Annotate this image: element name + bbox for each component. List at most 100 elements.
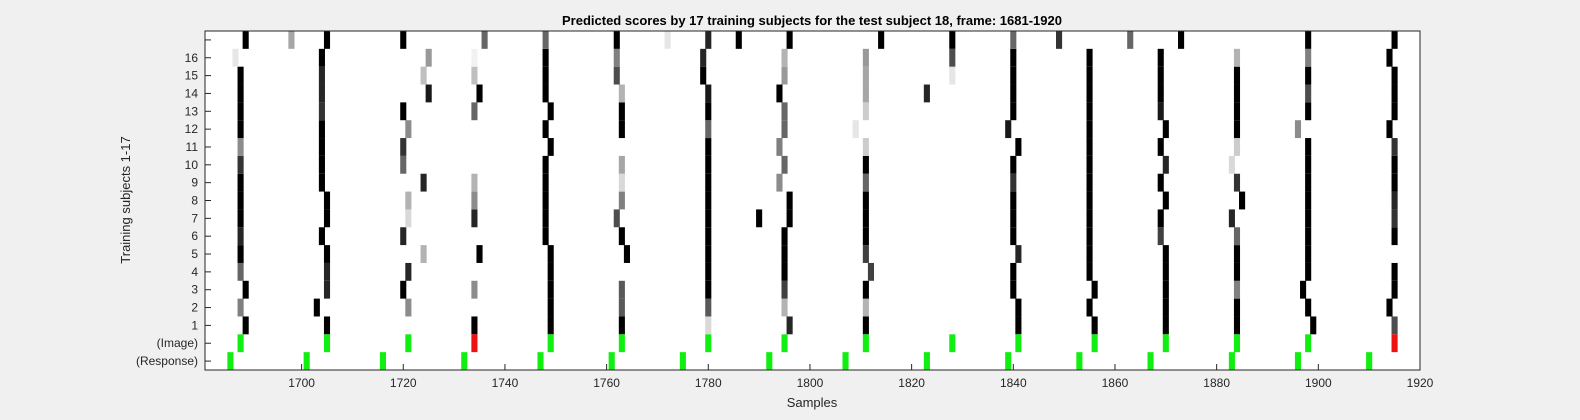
- score-cell: [613, 209, 620, 228]
- score-cell: [1086, 262, 1093, 281]
- score-cell: [1162, 316, 1169, 335]
- score-cell: [1178, 31, 1185, 49]
- score-cell: [542, 173, 549, 192]
- image-marker-match: [1091, 334, 1098, 353]
- score-cell: [232, 48, 239, 67]
- score-cell: [1233, 298, 1241, 317]
- score-cell: [425, 48, 432, 67]
- score-cell: [1010, 227, 1017, 246]
- score-cell: [781, 227, 788, 246]
- response-marker: [923, 352, 930, 370]
- y-tick-label: 8: [191, 194, 198, 208]
- score-cell: [1015, 138, 1022, 156]
- y-tick-label: 12: [185, 122, 199, 136]
- score-cell: [547, 245, 554, 263]
- score-cell: [1391, 173, 1398, 192]
- score-cell: [425, 84, 432, 103]
- score-cell: [618, 84, 625, 103]
- score-cell: [1162, 191, 1169, 210]
- response-marker: [1294, 352, 1302, 370]
- score-cell: [862, 138, 869, 156]
- score-cell: [476, 84, 483, 103]
- score-cell: [781, 262, 788, 281]
- score-cell: [242, 31, 249, 49]
- score-cell: [542, 66, 549, 85]
- score-cell: [1305, 84, 1312, 103]
- score-cell: [237, 298, 244, 317]
- y-tick-label: 7: [191, 211, 198, 225]
- score-cell: [776, 84, 783, 103]
- score-cell: [705, 245, 712, 263]
- score-cell: [862, 245, 869, 263]
- score-cell: [705, 84, 712, 103]
- x-tick-label: 1820: [898, 376, 925, 390]
- score-cell: [1086, 155, 1093, 174]
- score-cell: [1157, 84, 1164, 103]
- score-cell: [705, 120, 712, 139]
- score-cell: [1157, 227, 1164, 246]
- marker-cells: [227, 334, 1398, 370]
- score-cell: [242, 316, 249, 335]
- score-cell: [705, 102, 712, 121]
- score-cell: [705, 191, 712, 210]
- score-cell: [862, 155, 869, 174]
- score-cell: [542, 84, 549, 103]
- score-cell: [420, 245, 427, 263]
- score-cell: [237, 191, 244, 210]
- score-cell: [862, 102, 869, 121]
- score-cell: [1010, 31, 1017, 49]
- score-cell: [705, 227, 712, 246]
- score-cell: [1162, 120, 1169, 139]
- score-cell: [405, 262, 412, 281]
- score-cell: [476, 245, 483, 263]
- score-cell: [705, 173, 712, 192]
- score-cell: [1157, 173, 1164, 192]
- score-cell: [776, 138, 783, 156]
- score-cell: [756, 209, 763, 228]
- score-cell: [542, 155, 549, 174]
- score-cell: [862, 298, 869, 317]
- score-cell: [547, 262, 554, 281]
- x-tick-label: 1700: [288, 376, 315, 390]
- score-cell: [1086, 191, 1093, 210]
- x-axis-ticks: 1700 1720 1740 1760 1780 1800 1820 1840 1860 1880…: [288, 364, 1434, 390]
- score-cell: [400, 227, 407, 246]
- score-cell: [1391, 262, 1398, 281]
- score-cell: [1091, 280, 1098, 299]
- score-cell: [705, 155, 712, 174]
- score-cell: [318, 84, 325, 103]
- score-cell: [862, 316, 869, 335]
- score-cell: [1233, 262, 1241, 281]
- score-cell: [542, 120, 549, 139]
- image-marker-miss: [471, 334, 478, 353]
- score-cell: [405, 120, 412, 139]
- score-cell: [237, 209, 244, 228]
- score-cell: [481, 31, 488, 49]
- chart-title: Predicted scores by 17 training subjects…: [562, 13, 1062, 28]
- score-cell: [1010, 102, 1017, 121]
- score-cell: [542, 31, 549, 49]
- score-cell: [1305, 66, 1312, 85]
- score-cell: [1305, 245, 1312, 263]
- score-cell: [237, 155, 244, 174]
- score-cell: [1391, 209, 1398, 228]
- y-tick-label: (Image): [157, 336, 198, 350]
- score-cell: [1010, 155, 1017, 174]
- y-axis-label: Training subjects 1-17: [118, 136, 133, 263]
- score-cell: [618, 173, 625, 192]
- score-cell: [1391, 191, 1398, 210]
- score-cell: [700, 48, 707, 67]
- score-cell: [1162, 298, 1169, 317]
- score-cell: [237, 66, 244, 85]
- score-cell: [1162, 155, 1169, 174]
- score-cell: [781, 48, 788, 67]
- image-marker-match: [949, 334, 956, 353]
- score-cell: [547, 138, 554, 156]
- score-cell: [1294, 120, 1302, 139]
- score-cell: [1386, 120, 1393, 139]
- score-cell: [1233, 66, 1241, 85]
- score-cell: [542, 191, 549, 210]
- response-marker: [227, 352, 234, 370]
- y-tick-label: 4: [191, 265, 198, 279]
- score-cell: [949, 31, 956, 49]
